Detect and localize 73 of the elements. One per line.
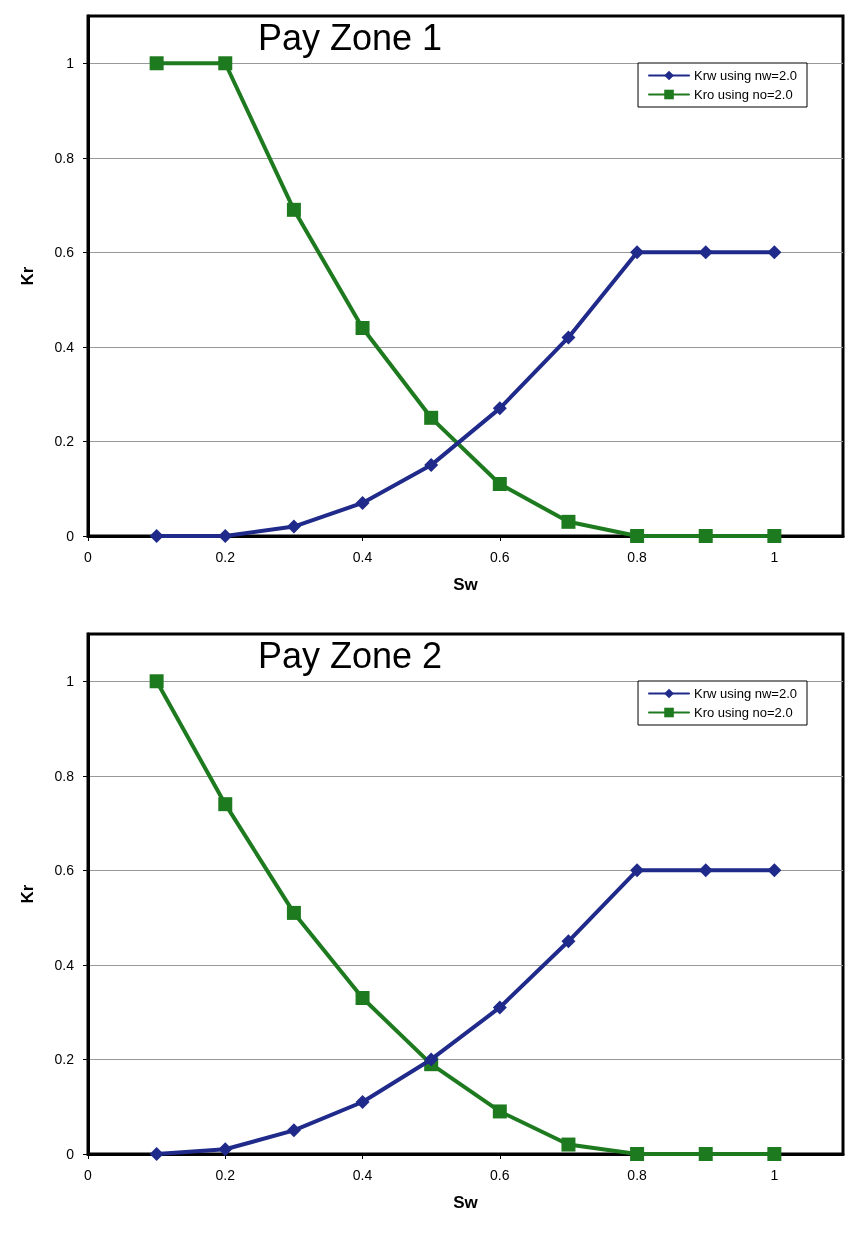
point (561, 1137, 576, 1152)
point (767, 245, 782, 260)
point (149, 56, 164, 71)
x-tick-label: 0 (84, 549, 93, 565)
legend-label: Krw using nw=2.0 (694, 68, 798, 83)
chart-title: Pay Zone 2 (258, 634, 443, 676)
point (355, 321, 370, 335)
point (286, 905, 301, 920)
point (561, 514, 576, 529)
x-tick-label: 0.8 (627, 549, 648, 565)
x-tick-label: 1 (770, 549, 779, 565)
legend-label: Kro using no=2.0 (694, 87, 793, 102)
y-tick-label: 1 (66, 673, 75, 690)
point (149, 529, 164, 543)
point (149, 674, 164, 689)
point (630, 863, 645, 878)
legend-label: Kro using no=2.0 (694, 705, 793, 720)
point (698, 1147, 713, 1161)
point (218, 1142, 233, 1157)
point (286, 1123, 301, 1138)
x-tick-label: 1 (770, 1167, 779, 1183)
point (767, 1147, 782, 1161)
point (698, 863, 713, 878)
point (767, 529, 782, 543)
point (218, 529, 233, 543)
point (492, 1000, 507, 1015)
point (355, 991, 370, 1005)
x-axis-title: Sw (453, 1193, 479, 1212)
point (424, 410, 439, 425)
chart-title: Pay Zone 1 (258, 16, 443, 58)
y-tick-label: 0.8 (54, 767, 75, 784)
point (492, 477, 507, 491)
x-tick-label: 0.2 (215, 549, 236, 565)
x-tick-label: 0.6 (490, 549, 510, 565)
point (767, 863, 782, 878)
point (492, 1104, 507, 1119)
point (424, 1052, 439, 1067)
point (630, 1147, 645, 1161)
point (561, 330, 576, 345)
y-tick-label: 0.6 (54, 244, 75, 261)
point (218, 797, 233, 812)
y-tick-label: 1 (66, 55, 75, 72)
x-tick-label: 0 (84, 1167, 93, 1183)
y-tick-label: 0 (66, 528, 75, 544)
y-axis-title: Kr (18, 884, 37, 904)
x-tick-label: 0.8 (627, 1167, 648, 1183)
x-axis-title: Sw (453, 575, 479, 594)
point (698, 529, 713, 543)
x-tick-label: 0.4 (352, 549, 373, 565)
x-tick-label: 0.6 (490, 1167, 510, 1183)
y-tick-label: 0.2 (54, 1051, 75, 1068)
point (424, 458, 439, 473)
point (355, 495, 370, 510)
point (149, 1147, 164, 1161)
point (561, 934, 576, 949)
point (630, 245, 645, 260)
point (218, 56, 233, 71)
y-tick-label: 0.4 (54, 338, 75, 355)
y-tick-label: 0.6 (54, 862, 75, 879)
y-tick-label: 0.2 (54, 433, 75, 450)
legend-label: Krw using nw=2.0 (694, 686, 798, 701)
point (698, 245, 713, 260)
point (492, 401, 507, 416)
y-tick-label: 0 (66, 1146, 75, 1162)
point (286, 519, 301, 534)
point (630, 529, 645, 543)
x-tick-label: 0.2 (215, 1167, 236, 1183)
point (286, 202, 301, 217)
y-tick-label: 0.4 (54, 956, 75, 973)
point (355, 1095, 370, 1109)
y-axis-title: Kr (18, 266, 37, 286)
y-tick-label: 0.8 (54, 149, 75, 166)
x-tick-label: 0.4 (352, 1167, 373, 1183)
